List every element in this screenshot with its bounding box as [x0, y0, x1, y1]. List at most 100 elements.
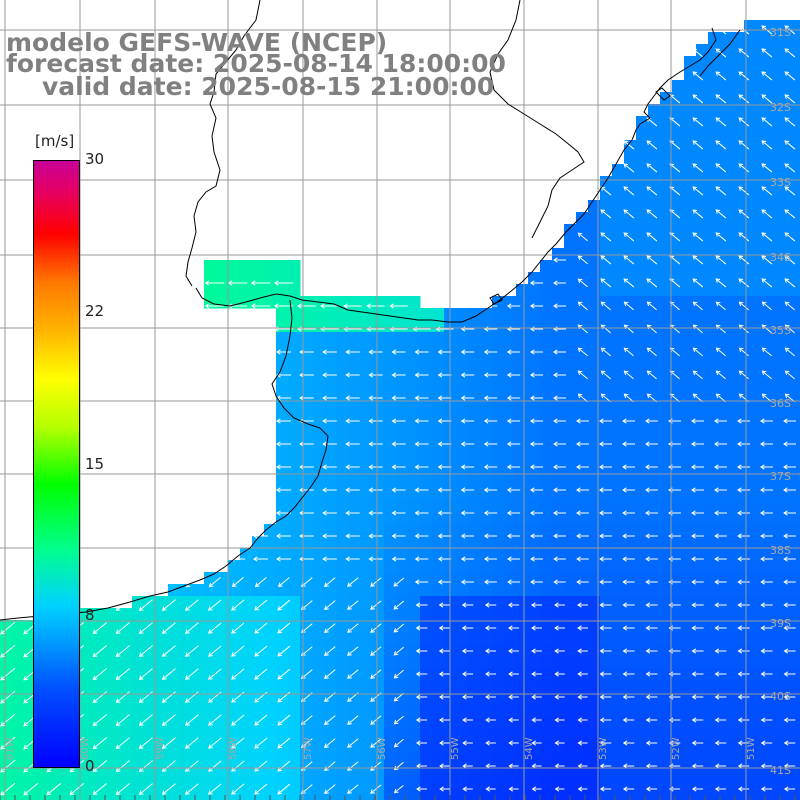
wind-arrow: [483, 349, 498, 355]
wind-cell: [624, 560, 637, 573]
wind-cell: [528, 272, 541, 285]
wind-cell: [732, 212, 745, 225]
wind-arrow: [276, 464, 291, 470]
wind-cell: [624, 428, 637, 441]
wind-cell: [300, 344, 313, 357]
wind-cell: [684, 632, 697, 645]
wind-cell: [192, 596, 205, 609]
wind-cell: [780, 776, 793, 789]
wind-cell: [564, 260, 577, 273]
wind-arrow: [600, 278, 612, 288]
wind-cell: [540, 560, 553, 573]
wind-cell: [600, 536, 613, 549]
wind-cell: [648, 428, 661, 441]
wind-cell: [636, 380, 649, 393]
wind-cell: [792, 392, 800, 405]
wind-cell: [636, 392, 649, 405]
wind-cell: [324, 332, 337, 345]
wind-cell: [612, 752, 625, 765]
wind-cell: [720, 188, 733, 201]
wind-cell: [588, 248, 601, 261]
wind-cell: [780, 488, 793, 501]
wind-cell: [408, 524, 421, 537]
wind-cell: [300, 320, 313, 333]
wind-cell: [420, 620, 433, 633]
wind-cell: [624, 776, 637, 789]
wind-cell: [456, 608, 469, 621]
wind-cell: [660, 584, 673, 597]
wind-speed-field: [0, 20, 800, 800]
wind-cell: [768, 512, 781, 525]
wind-cell: [672, 488, 685, 501]
wind-cell: [648, 452, 661, 465]
wind-arrow: [645, 579, 658, 585]
wind-arrow: [645, 487, 658, 493]
wind-cell: [780, 440, 793, 453]
wind-cell: [636, 344, 649, 357]
wind-cell: [720, 680, 733, 693]
wind-cell: [516, 656, 529, 669]
wind-cell: [516, 296, 529, 309]
wind-arrow: [254, 714, 268, 726]
wind-arrow: [324, 738, 336, 748]
wind-cell: [708, 704, 721, 717]
wind-cell: [336, 596, 349, 609]
wind-cell: [660, 704, 673, 717]
wind-cell: [744, 788, 757, 800]
wind-arrow: [691, 487, 704, 493]
wind-cell: [612, 476, 625, 489]
wind-arrow: [577, 740, 588, 746]
wind-arrow: [784, 209, 796, 219]
wind-cell: [648, 368, 661, 381]
wind-cell: [552, 752, 565, 765]
wind-cell: [708, 512, 721, 525]
wind-cell: [696, 764, 709, 777]
wind-arrow: [485, 763, 496, 769]
wind-cell: [600, 560, 613, 573]
wind-cell: [708, 152, 721, 165]
wind-arrow: [370, 738, 382, 748]
wind-cell: [600, 608, 613, 621]
wind-cell: [492, 320, 505, 333]
wind-cell: [312, 356, 325, 369]
wind-cell: [648, 620, 661, 633]
wind-cell: [696, 656, 709, 669]
wind-cell: [792, 404, 800, 417]
wind-cell: [240, 680, 253, 693]
wind-cell: [696, 560, 709, 573]
wind-arrow: [760, 487, 773, 493]
wind-arrow: [645, 464, 658, 470]
wind-cell: [732, 344, 745, 357]
wind-cell: [396, 296, 409, 309]
wind-cell: [612, 248, 625, 261]
wind-cell: [684, 404, 697, 417]
wind-cell: [564, 704, 577, 717]
wind-cell: [576, 452, 589, 465]
wind-cell: [552, 704, 565, 717]
wind-cell: [276, 380, 289, 393]
wind-cell: [480, 356, 493, 369]
wind-cell: [204, 584, 217, 597]
wind-arrow: [92, 714, 108, 727]
wind-arrow: [783, 625, 796, 631]
wind-arrow: [529, 349, 544, 355]
wind-arrow: [460, 464, 475, 470]
wind-arrow: [345, 464, 360, 470]
wind-cell: [456, 560, 469, 573]
wind-cell: [600, 236, 613, 249]
wind-cell: [660, 248, 673, 261]
wind-cell: [660, 512, 673, 525]
longitude-label: 61W: [5, 737, 16, 760]
wind-arrow: [576, 487, 589, 493]
wind-cell: [756, 572, 769, 585]
wind-arrow: [553, 579, 566, 585]
wind-cell: [732, 524, 745, 537]
wind-cell: [576, 224, 589, 237]
wind-cell: [480, 500, 493, 513]
wind-cell: [684, 212, 697, 225]
wind-cell: [192, 620, 205, 633]
wind-cell: [360, 428, 373, 441]
wind-cell: [648, 356, 661, 369]
wind-cell: [156, 728, 169, 741]
